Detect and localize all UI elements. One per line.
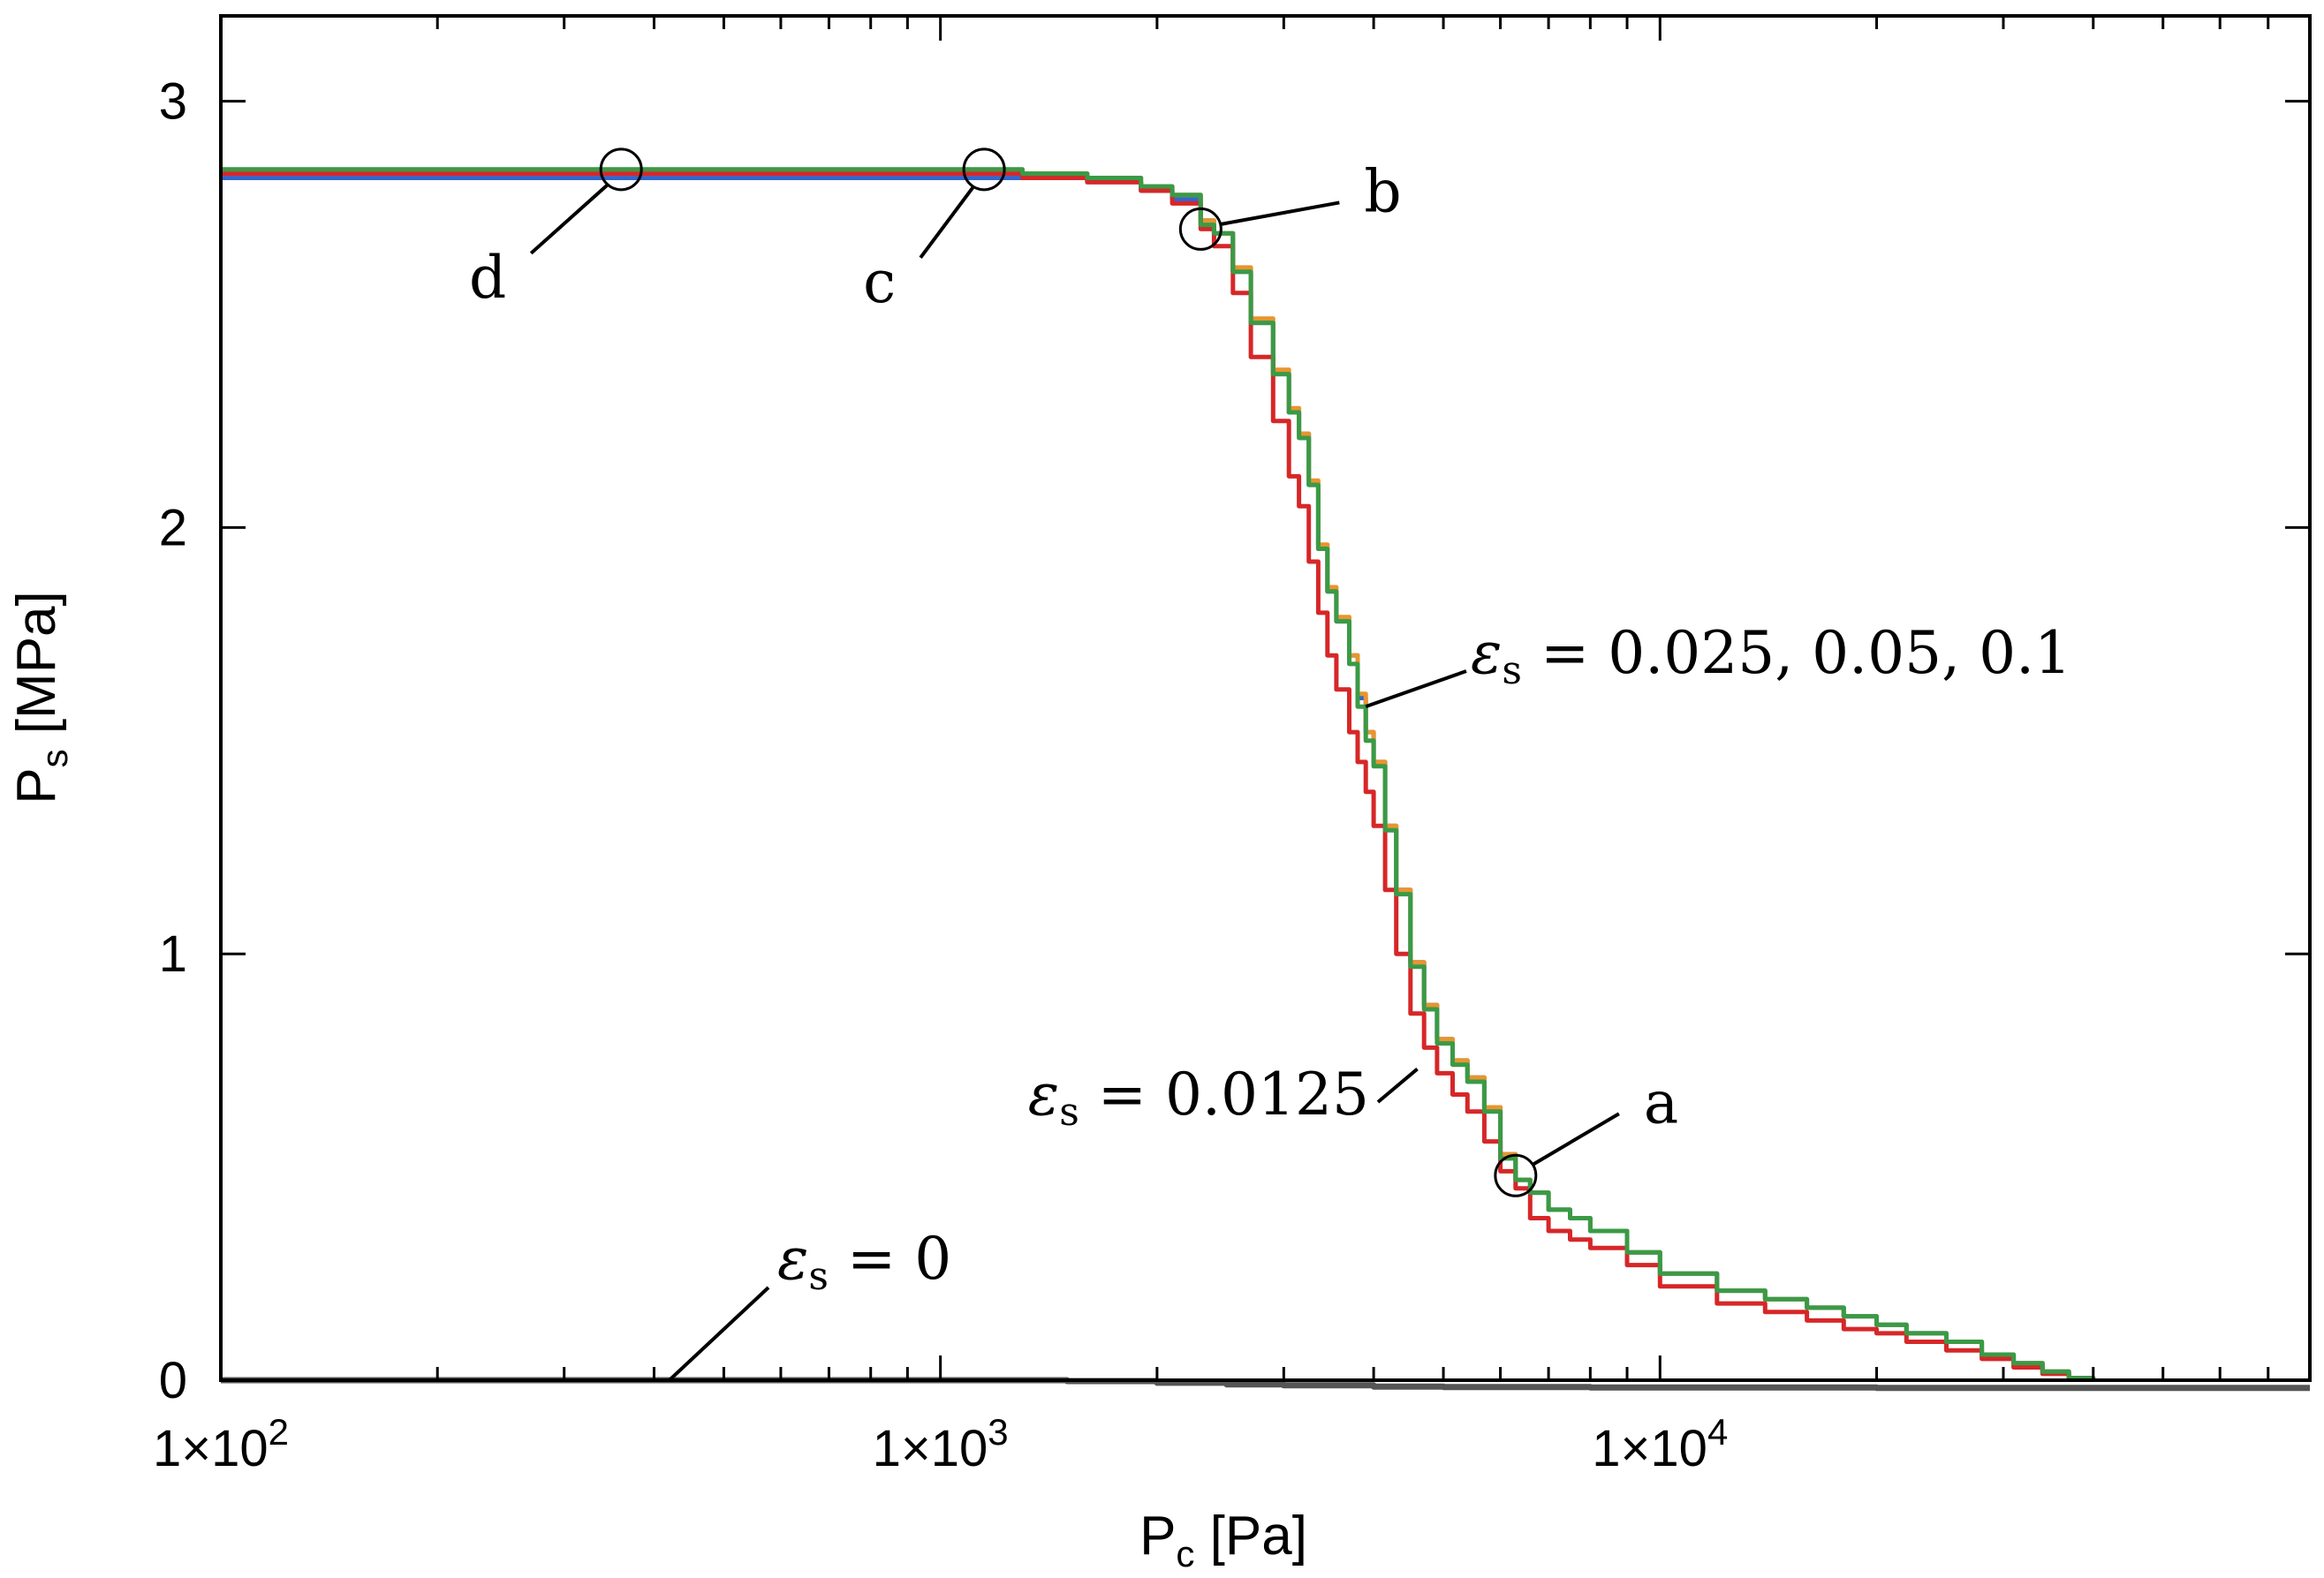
- annotation-leader-1: [1365, 669, 1467, 709]
- annotation-label-1: εs = 0.025, 0.05, 0.1: [1471, 619, 2071, 693]
- annotations: εs = 0.025, 0.05, 0.1 εs = 0.0125 εs = 0: [668, 619, 2071, 1382]
- annotation-leader-3: [668, 1286, 770, 1382]
- y-axis-title: Ps [MPa]: [6, 591, 75, 804]
- x-tick-label: 1×102: [153, 1411, 289, 1477]
- y-tick-label: 3: [159, 73, 187, 131]
- series-line-3: [221, 171, 2096, 1381]
- marker-circle-c: [962, 147, 1006, 192]
- tick-labels: 1×102 1×103 1×104 0 1 2 3: [153, 73, 1728, 1477]
- annotation-label-2: εs = 0.0125: [1028, 1061, 1369, 1135]
- x-axis-title: Pc [Pa]: [1139, 1506, 1307, 1574]
- marker-label-b: b: [1364, 157, 1401, 225]
- y-tick-label: 1: [159, 925, 187, 983]
- marker-leader-b: [1220, 200, 1340, 226]
- annotation-label-3: εs = 0: [777, 1225, 951, 1299]
- y-tick-label: 0: [159, 1352, 187, 1409]
- marker-leader-c: [919, 185, 975, 260]
- marker-leader-a: [1532, 1112, 1620, 1167]
- marker-label-c: c: [863, 248, 896, 316]
- series-line-5: [221, 167, 2096, 1381]
- series-line-2: [221, 176, 2096, 1381]
- series-layer: [221, 167, 2310, 1392]
- y-tick-label: 2: [159, 499, 187, 556]
- markers: a b c d: [469, 147, 1678, 1197]
- marker-leader-d: [529, 183, 609, 255]
- marker-circle-a: [1494, 1153, 1538, 1197]
- annotation-leader-2: [1376, 1068, 1419, 1104]
- marker-circle-d: [599, 147, 643, 192]
- series-line-4: [221, 171, 2096, 1381]
- marker-label-d: d: [469, 244, 506, 312]
- x-tick-label: 1×103: [873, 1411, 1009, 1477]
- marker-circle-b: [1178, 207, 1223, 251]
- x-tick-label: 1×104: [1592, 1411, 1728, 1477]
- ticks-layer: [219, 16, 2312, 1382]
- marker-label-a: a: [1644, 1068, 1678, 1136]
- plot-frame: [219, 14, 2312, 1382]
